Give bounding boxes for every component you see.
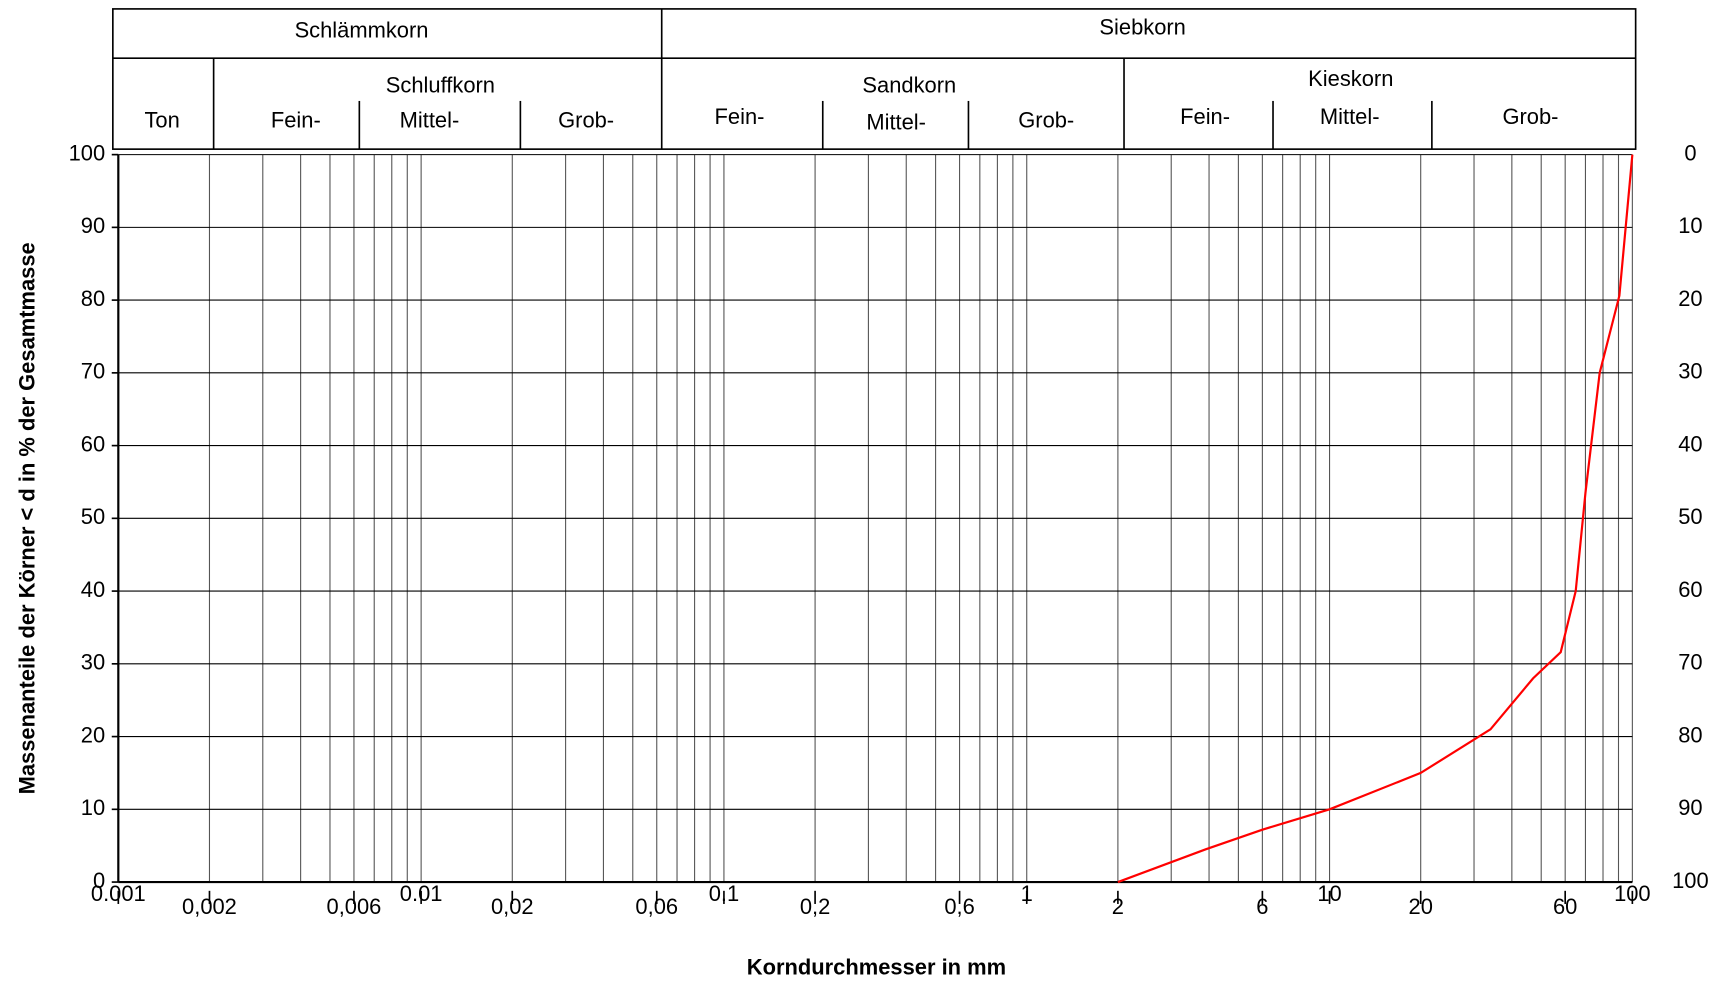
x-tick-label: 1 bbox=[1021, 881, 1033, 906]
header-label: Schluffkorn bbox=[386, 72, 495, 97]
y-tick-label: 80 bbox=[81, 286, 105, 311]
y2-tick-label: 70 bbox=[1678, 650, 1702, 675]
x-tick-label: 0,02 bbox=[491, 894, 534, 919]
data-line bbox=[1117, 154, 1634, 884]
header-label: Schlämmkorn bbox=[295, 18, 429, 43]
y2-tick-label: 30 bbox=[1678, 359, 1702, 384]
x-tick-label: 60 bbox=[1553, 894, 1577, 919]
y2-tick-label: 20 bbox=[1678, 286, 1702, 311]
y-tick-label: 70 bbox=[81, 359, 105, 384]
header-label: Grob- bbox=[1502, 104, 1558, 129]
header-label: Mittel- bbox=[866, 110, 926, 135]
header-label: Fein- bbox=[271, 108, 321, 133]
y2-tick-label: 10 bbox=[1678, 213, 1702, 238]
y-tick-label: 50 bbox=[81, 504, 105, 529]
y2-tick-label: 90 bbox=[1678, 795, 1702, 820]
x-tick-label: 0,002 bbox=[182, 894, 237, 919]
header-label: Fein- bbox=[1180, 104, 1230, 129]
x-tick-label: 2 bbox=[1112, 894, 1124, 919]
y-tick-label: 40 bbox=[81, 577, 105, 602]
header-label: Grob- bbox=[558, 108, 614, 133]
header-label: Kieskorn bbox=[1308, 66, 1393, 91]
x-tick-label: 100 bbox=[1614, 881, 1651, 906]
y-axis-title: Massenanteile der Körner < d in % der Ge… bbox=[14, 242, 39, 794]
y2-tick-label: 50 bbox=[1678, 504, 1702, 529]
y-tick-label: 100 bbox=[69, 140, 106, 165]
y-tick-label: 90 bbox=[81, 213, 105, 238]
y-tick-label: 0 bbox=[93, 868, 105, 893]
y2-tick-label: 100 bbox=[1672, 868, 1709, 893]
x-tick-label: 10 bbox=[1317, 881, 1341, 906]
y-tick-label: 30 bbox=[81, 650, 105, 675]
x-axis-title: Korndurchmesser in mm bbox=[747, 954, 1006, 979]
header-label: Sandkorn bbox=[862, 72, 956, 97]
header-label: Mittel- bbox=[1320, 104, 1380, 129]
y-tick-label: 60 bbox=[81, 431, 105, 456]
header-table bbox=[112, 8, 1637, 150]
x-tick-label: 20 bbox=[1409, 894, 1433, 919]
y2-tick-label: 40 bbox=[1678, 431, 1702, 456]
y2-tick-label: 0 bbox=[1684, 140, 1696, 165]
header-label: Siebkorn bbox=[1099, 14, 1185, 39]
x-tick-label: 0,06 bbox=[635, 894, 678, 919]
y2-tick-label: 60 bbox=[1678, 577, 1702, 602]
y-tick-label: 20 bbox=[81, 722, 105, 747]
x-tick-label: 0.1 bbox=[709, 881, 739, 906]
y-tick-label: 10 bbox=[81, 795, 105, 820]
y2-tick-label: 80 bbox=[1678, 722, 1702, 747]
x-tick-label: 6 bbox=[1256, 894, 1268, 919]
header-label: Ton bbox=[144, 108, 179, 133]
header-label: Grob- bbox=[1018, 108, 1074, 133]
header-label: Fein- bbox=[715, 104, 765, 129]
x-tick-label: 0.01 bbox=[400, 881, 443, 906]
x-tick-label: 0,006 bbox=[327, 894, 382, 919]
header-label: Mittel- bbox=[400, 108, 460, 133]
x-tick-label: 0.001 bbox=[91, 881, 146, 906]
header-border bbox=[112, 8, 1637, 150]
x-tick-label: 0,2 bbox=[800, 894, 830, 919]
x-tick-label: 0,6 bbox=[944, 894, 974, 919]
